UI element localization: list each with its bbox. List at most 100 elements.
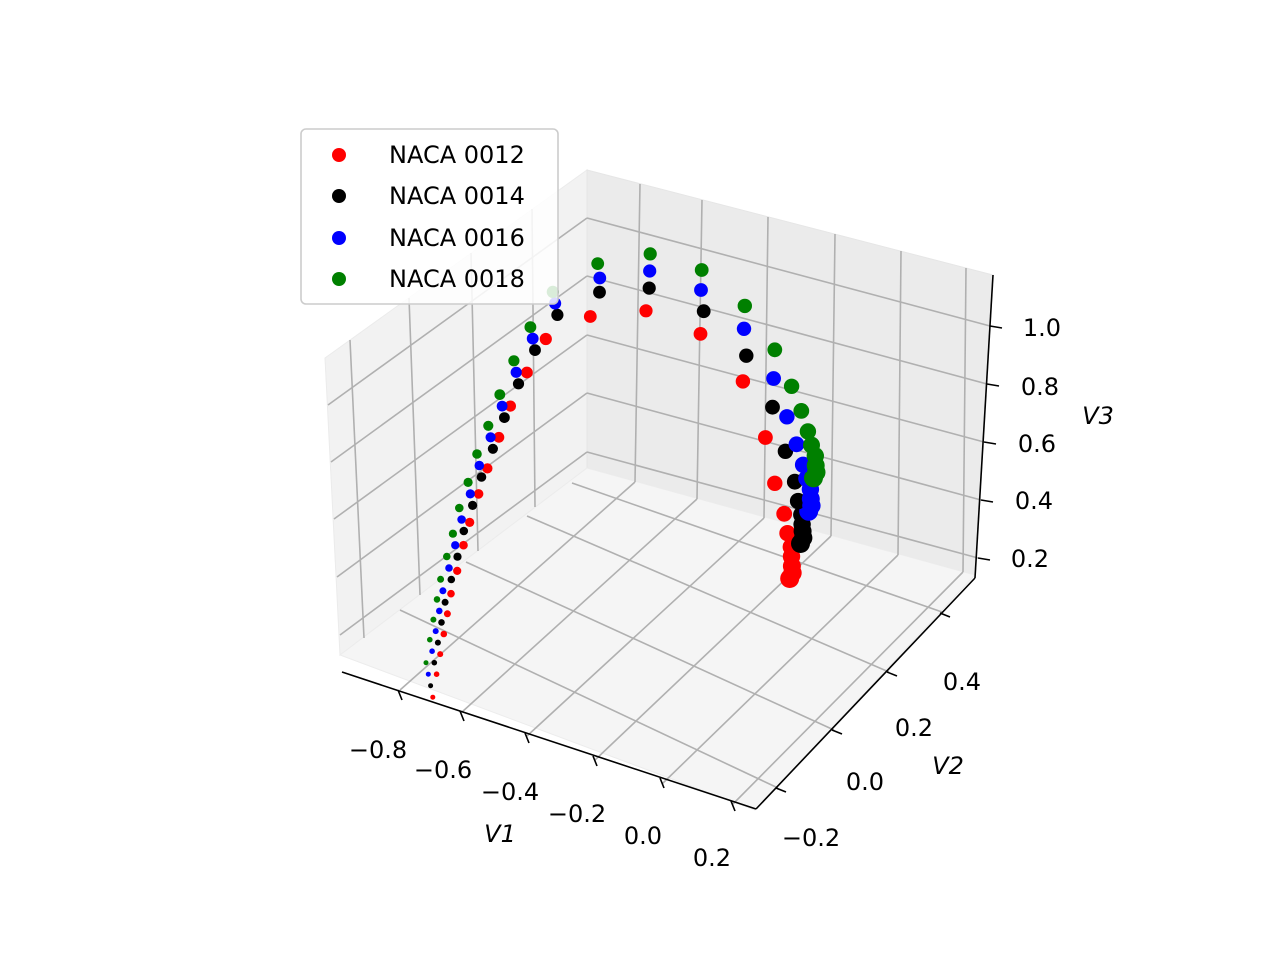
data-point-naca-0018 — [437, 575, 445, 583]
data-point-naca-0018 — [427, 636, 433, 643]
z-tick-label: 0.8 — [1021, 373, 1059, 401]
data-point-naca-0018 — [423, 660, 429, 666]
data-point-naca-0012 — [453, 566, 462, 576]
data-point-naca-0014 — [434, 639, 441, 646]
grid-line — [461, 498, 698, 713]
x-tick-label: −0.8 — [349, 736, 407, 764]
axis-lines — [341, 274, 994, 810]
data-point-naca-0016 — [432, 628, 439, 635]
grid-line — [330, 275, 588, 463]
data-point-naca-0012 — [521, 366, 533, 379]
data-point-naca-0016 — [779, 409, 795, 425]
data-point-naca-0018 — [430, 616, 437, 623]
x-tick — [592, 755, 598, 767]
data-point-naca-0012 — [440, 630, 448, 638]
legend-label-naca-0018: NACA 0018 — [389, 265, 525, 293]
data-point-naca-0014 — [468, 500, 478, 510]
data-point-naca-0012 — [447, 589, 455, 598]
data-point-naca-0012 — [459, 540, 468, 550]
data-point-naca-0014 — [739, 348, 754, 363]
data-point-naca-0012 — [767, 475, 783, 491]
grid-line — [349, 339, 365, 639]
z-tick — [989, 325, 1003, 329]
z-tick-label: 0.4 — [1015, 487, 1053, 515]
y-tick-label: 0.4 — [943, 668, 981, 696]
y-tick-label: 0.2 — [895, 714, 933, 742]
x-tick-labels: −0.8 −0.6 −0.4 −0.2 0.0 0.2 — [349, 736, 731, 872]
data-point-naca-0012 — [437, 651, 444, 658]
data-point-naca-0014 — [459, 526, 469, 536]
grid-line — [408, 297, 421, 596]
x-axis-label: V1 — [484, 820, 516, 848]
x-tick-label: 0.0 — [624, 822, 662, 850]
data-point-naca-0012 — [583, 310, 597, 323]
data-point-naca-0014 — [431, 659, 438, 666]
legend-label-naca-0012: NACA 0012 — [389, 141, 525, 169]
data-point-naca-0012 — [482, 463, 493, 474]
axes-panes — [324, 169, 994, 811]
grid-line — [586, 451, 979, 559]
data-point-naca-0018 — [524, 321, 537, 333]
grid-line — [465, 561, 835, 731]
grid-line — [336, 392, 588, 578]
data-point-naca-0012 — [639, 304, 653, 318]
z-axis-line — [974, 274, 994, 579]
x-tick — [459, 710, 465, 722]
data-point-naca-0012 — [473, 489, 484, 499]
data-point-naca-0018 — [767, 342, 783, 358]
data-point-naca-0016 — [451, 541, 460, 550]
legend: NACA 0012 NACA 0014 NACA 0016 NACA 0018 — [300, 128, 559, 305]
data-point-naca-0012 — [465, 517, 475, 528]
grid-lines — [327, 183, 991, 805]
grid-line — [634, 183, 641, 483]
y-tick — [775, 787, 787, 793]
data-point-naca-0016 — [457, 515, 466, 524]
data-point-naca-0018 — [455, 503, 464, 513]
data-point-naca-0012 — [443, 610, 451, 618]
data-point-naca-0016 — [436, 607, 443, 615]
grid-line — [586, 275, 988, 385]
legend-marker-naca-0018 — [332, 272, 346, 286]
axis-ticks — [397, 325, 1003, 812]
data-point-naca-0018 — [799, 423, 817, 440]
y-tick-label: 0.0 — [846, 768, 884, 796]
data-point-naca-0016 — [485, 432, 496, 443]
grid-line — [763, 216, 769, 519]
data-point-naca-0016 — [429, 648, 435, 654]
x-tick — [524, 732, 530, 744]
data-point-naca-0014 — [441, 598, 449, 606]
y-tick-label: −0.2 — [782, 824, 840, 852]
z-tick — [977, 557, 991, 561]
data-point-naca-0012 — [504, 400, 516, 412]
grid-line — [696, 199, 703, 500]
grid-line — [586, 217, 991, 327]
grid-line — [399, 609, 779, 789]
data-point-naca-0014 — [551, 308, 564, 321]
data-point-naca-0016 — [439, 587, 447, 595]
data-point-naca-0014 — [487, 443, 498, 454]
x-tick-label: −0.4 — [481, 778, 539, 806]
data-point-naca-0012 — [433, 671, 440, 677]
x-tick — [659, 777, 665, 789]
legend-label-naca-0016: NACA 0016 — [389, 224, 525, 252]
data-point-naca-0012 — [735, 374, 751, 389]
data-point-naca-0016 — [794, 456, 812, 473]
data-point-naca-0018 — [737, 298, 752, 314]
x-tick-label: −0.6 — [414, 756, 472, 784]
data-point-naca-0018 — [591, 257, 605, 270]
z-tick — [983, 441, 997, 445]
x-axis-line — [341, 671, 757, 810]
data-point-naca-0012 — [776, 505, 793, 522]
data-point-naca-0016 — [643, 264, 657, 278]
data-point-naca-0018 — [694, 263, 709, 277]
data-point-naca-0014 — [765, 399, 780, 415]
data-point-naca-0012 — [430, 694, 436, 700]
data-point-naca-0018 — [433, 596, 441, 603]
grid-line — [333, 334, 588, 520]
data-point-naca-0016 — [445, 564, 453, 572]
data-point-naca-0014 — [529, 344, 541, 356]
data-point-naca-0016 — [526, 332, 539, 345]
x-tick — [730, 800, 736, 812]
data-point-naca-0012 — [493, 431, 505, 443]
